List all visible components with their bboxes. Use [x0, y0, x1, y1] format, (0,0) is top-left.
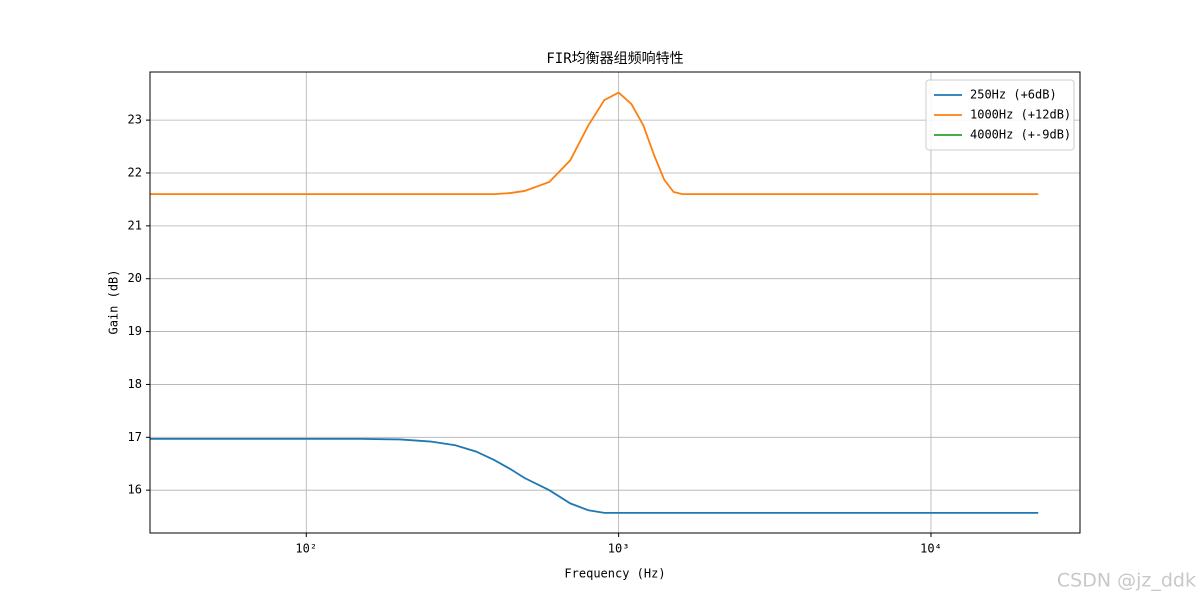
y-tick-label: 16: [128, 483, 142, 497]
legend-label: 1000Hz (+12dB): [970, 108, 1071, 122]
chart-title: FIR均衡器组频响特性: [546, 51, 683, 67]
plot-frame: [149, 71, 1081, 534]
y-tick-label: 23: [128, 113, 142, 127]
x-tick-label: 10⁴: [920, 542, 942, 556]
y-tick-label: 21: [128, 218, 142, 232]
y-tick-label: 22: [128, 165, 142, 179]
legend-box: [925, 79, 1075, 151]
x-axis-label: Frequency (Hz): [564, 567, 665, 581]
legend-label: 250Hz (+6dB): [970, 88, 1057, 102]
x-tick-label: 10²: [295, 542, 317, 556]
data-line: [150, 438, 1039, 514]
data-line: [150, 91, 1039, 196]
y-tick-label: 20: [128, 271, 142, 285]
y-tick-label: 17: [128, 430, 142, 444]
y-tick-label: 18: [128, 377, 142, 391]
x-tick-label: 10³: [608, 542, 630, 556]
legend-label: 4000Hz (+-9dB): [970, 128, 1071, 142]
y-tick-label: 19: [128, 324, 142, 338]
watermark: CSDN @jz_ddk: [1057, 570, 1196, 592]
y-axis-label: Gain (dB): [107, 269, 121, 334]
